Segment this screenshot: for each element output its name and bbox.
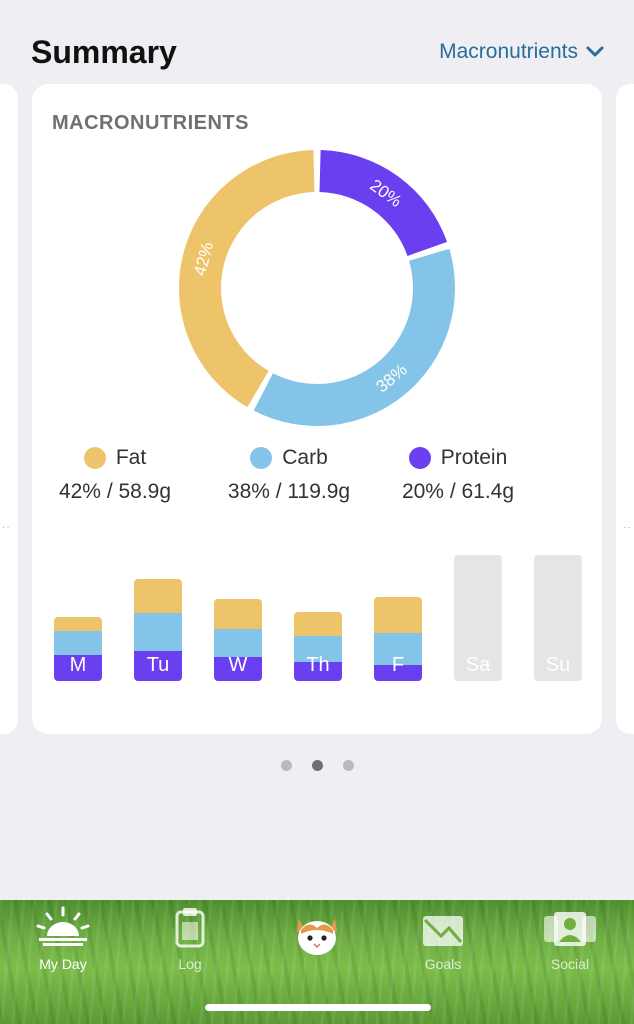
legend-dot [408, 447, 431, 469]
bar-day-label: W [228, 654, 248, 676]
picker-label: Macronutrients [439, 40, 578, 63]
page-dot[interactable] [342, 760, 354, 771]
tab-goals[interactable]: Goals [398, 906, 488, 972]
right-edge-dots: ·· [623, 522, 632, 533]
tab-social[interactable]: Social [525, 906, 615, 972]
chevron-down-icon [586, 46, 604, 57]
tab-label: Goals [424, 956, 462, 972]
donut-slice-protein [319, 150, 448, 256]
clipboard-icon [175, 908, 205, 948]
bar-sa[interactable]: Sa [454, 555, 502, 681]
legend-dot [83, 447, 106, 469]
donut-slice-fat [178, 150, 315, 408]
weekly-stacked-bar-chart: M Tu W Th F Sa Su [32, 546, 602, 686]
bar-day-label: Su [545, 654, 571, 676]
bar-day-label: F [391, 654, 405, 676]
page-dot[interactable] [280, 760, 292, 771]
legend-value: 42% / 58.9g [58, 480, 172, 503]
macronutrient-legend: Fat 42% / 58.9g Carb 38% / 119.9g Protein 20%… [32, 446, 602, 516]
tab-label: Social [550, 956, 590, 972]
home-indicator[interactable] [205, 1004, 431, 1011]
chart-envelope-icon [423, 916, 463, 946]
bar-segment-fat [374, 597, 422, 633]
bar-day-label: Tu [146, 654, 170, 676]
donut-slice-carb [253, 248, 455, 426]
next-card-edge[interactable] [616, 84, 634, 734]
bar-segment-fat [294, 612, 342, 636]
sunrise-icon [36, 906, 90, 946]
bar-segment-fat [214, 599, 262, 629]
legend-item-carb: Carb 38% / 119.9g [189, 446, 389, 504]
page-title: Summary [31, 34, 177, 70]
header: Summary Macronutrients [0, 0, 634, 84]
bar-segment-protein [134, 651, 182, 681]
page-dot[interactable] [311, 760, 323, 771]
grass-background [0, 900, 634, 1024]
bar-day-label: Th [306, 654, 330, 676]
legend-item-fat: Fat 42% / 58.9g [15, 446, 215, 504]
legend-name: Fat [115, 446, 147, 469]
legend-dot [250, 447, 273, 469]
bar-segment-protein [214, 657, 262, 681]
bar-segment-carb [54, 631, 102, 655]
legend-value: 38% / 119.9g [227, 480, 351, 503]
left-edge-dots: ·· [2, 522, 11, 533]
tab-bar: My Day Log Goals [0, 900, 634, 1024]
bar-segment-protein [374, 665, 422, 681]
bar-segment-carb [294, 636, 342, 662]
bar-w[interactable]: W [214, 599, 262, 681]
tab-my-day[interactable]: My Day [18, 906, 108, 972]
legend-item-protein: Protein 20% / 61.4g [358, 446, 558, 504]
bar-segment-carb [374, 633, 422, 665]
tab-label: My Day [39, 956, 87, 972]
bar-segment-fat [134, 579, 182, 613]
people-icon [544, 912, 596, 946]
tab-label: Log [178, 956, 202, 972]
page-indicator[interactable] [0, 760, 634, 771]
macronutrients-picker[interactable]: Macronutrients [439, 40, 604, 64]
bar-segment-protein [54, 655, 102, 681]
bar-su[interactable]: Su [534, 555, 582, 681]
bar-segment-carb [134, 613, 182, 651]
legend-name: Protein [440, 446, 508, 469]
legend-value: 20% / 61.4g [401, 480, 515, 503]
macronutrient-donut-chart: 20%38%42% [178, 150, 455, 426]
bar-segment-carb [214, 629, 262, 657]
card-title: MACRONUTRIENTS [52, 112, 249, 134]
bar-m[interactable]: M [54, 617, 102, 681]
legend-name: Carb [282, 446, 328, 469]
bar-f[interactable]: F [374, 597, 422, 681]
bar-th[interactable]: Th [294, 612, 342, 681]
macronutrients-card[interactable]: MACRONUTRIENTS 20% 38% 42% Fat 42% / 58.9g C… [32, 84, 602, 734]
bar-segment-fat [54, 617, 102, 631]
bar-segment-protein [294, 662, 342, 681]
tab-mascot[interactable] [272, 906, 362, 964]
previous-card-edge[interactable] [0, 84, 18, 734]
bar-day-label: M [69, 654, 87, 676]
tab-log[interactable]: Log [145, 906, 235, 972]
bar-day-label: Sa [465, 654, 491, 676]
bar-tu[interactable]: Tu [134, 579, 182, 681]
cat-mascot-icon [297, 918, 337, 955]
